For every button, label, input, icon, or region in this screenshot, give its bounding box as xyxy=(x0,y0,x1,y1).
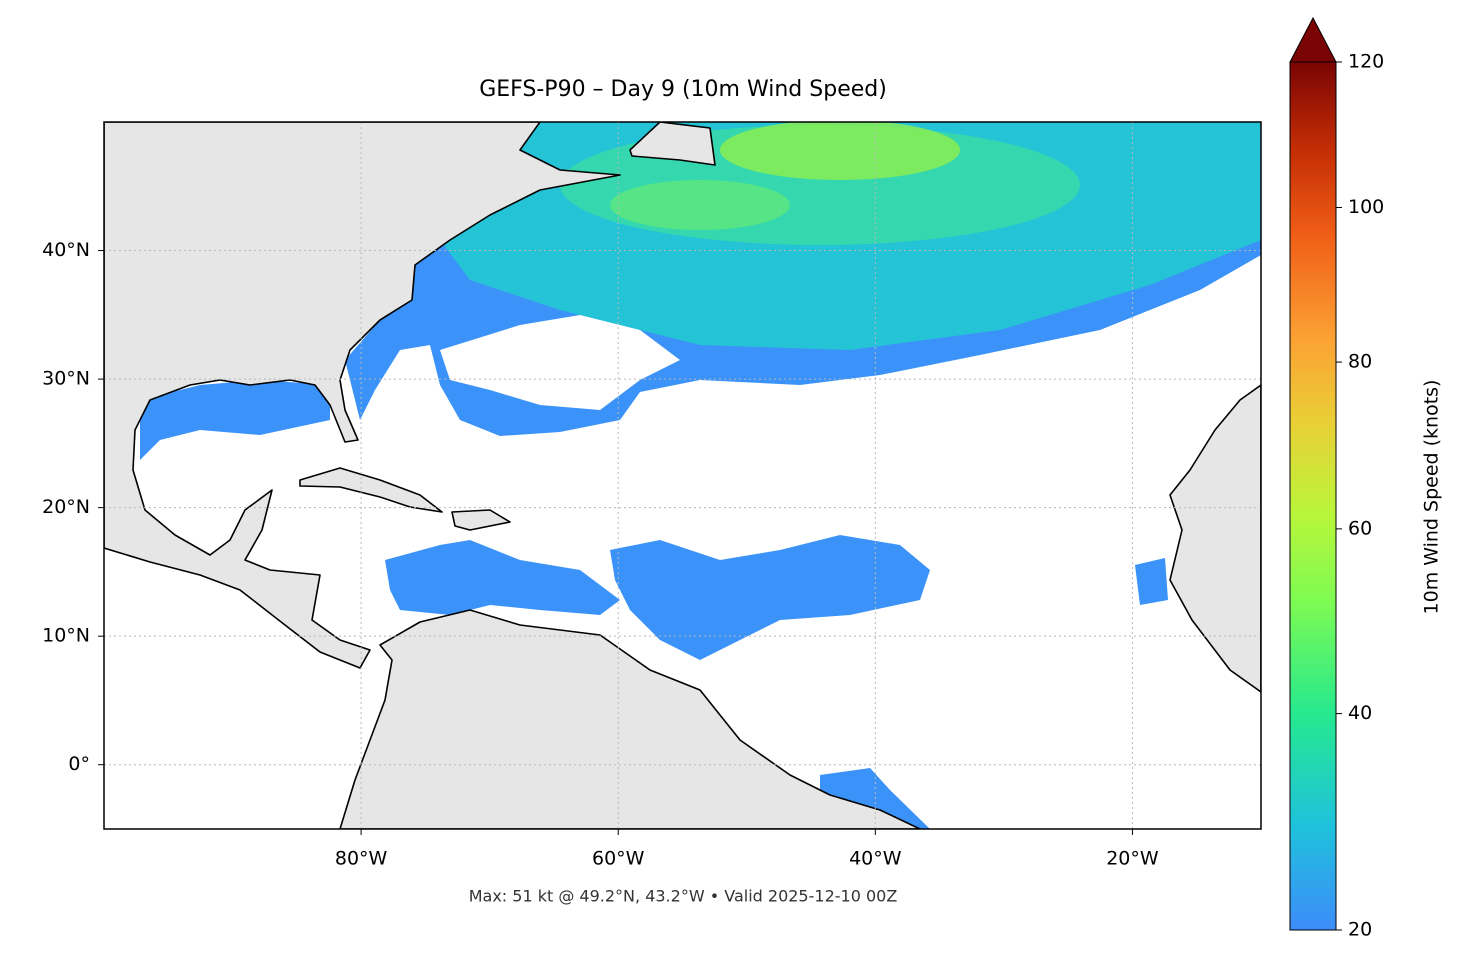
colorbar-scale xyxy=(1289,61,1337,931)
colorbar-extend xyxy=(1289,16,1337,63)
x-tick-label: 60°W xyxy=(592,848,645,870)
colorbar: 20 40 60 80 100 120 xyxy=(1289,16,1384,941)
axis-ticks: 80°W 60°W 40°W 20°W 0° 10°N 20°N 30°N 40°N xyxy=(42,239,1159,869)
x-tick-label: 40°W xyxy=(849,848,902,870)
land xyxy=(104,122,1261,829)
colorbar-tick-label: 120 xyxy=(1348,51,1384,73)
colorbar-label: 10m Wind Speed (knots) xyxy=(1421,380,1443,615)
colorbar-tick-label: 40 xyxy=(1348,702,1372,724)
y-tick-label: 30°N xyxy=(42,368,90,390)
x-tick-label: 80°W xyxy=(335,848,388,870)
y-tick-label: 0° xyxy=(68,753,90,775)
y-tick-label: 20°N xyxy=(42,496,90,518)
y-tick-label: 40°N xyxy=(42,239,90,261)
colorbar-tick-label: 100 xyxy=(1348,196,1384,218)
footnote: Max: 51 kt @ 49.2°N, 43.2°W • Valid 2025… xyxy=(469,887,898,906)
plot-frame xyxy=(103,121,1262,830)
colorbar-tick-label: 20 xyxy=(1348,919,1372,941)
chart-title: GEFS-P90 – Day 9 (10m Wind Speed) xyxy=(479,77,887,102)
colorbar-tick-label: 60 xyxy=(1348,517,1372,539)
y-tick-label: 10°N xyxy=(42,625,90,647)
x-tick-label: 20°W xyxy=(1106,848,1159,870)
wind-field xyxy=(140,122,1261,829)
map-area xyxy=(104,122,1261,829)
colorbar-tick-label: 80 xyxy=(1348,351,1372,373)
